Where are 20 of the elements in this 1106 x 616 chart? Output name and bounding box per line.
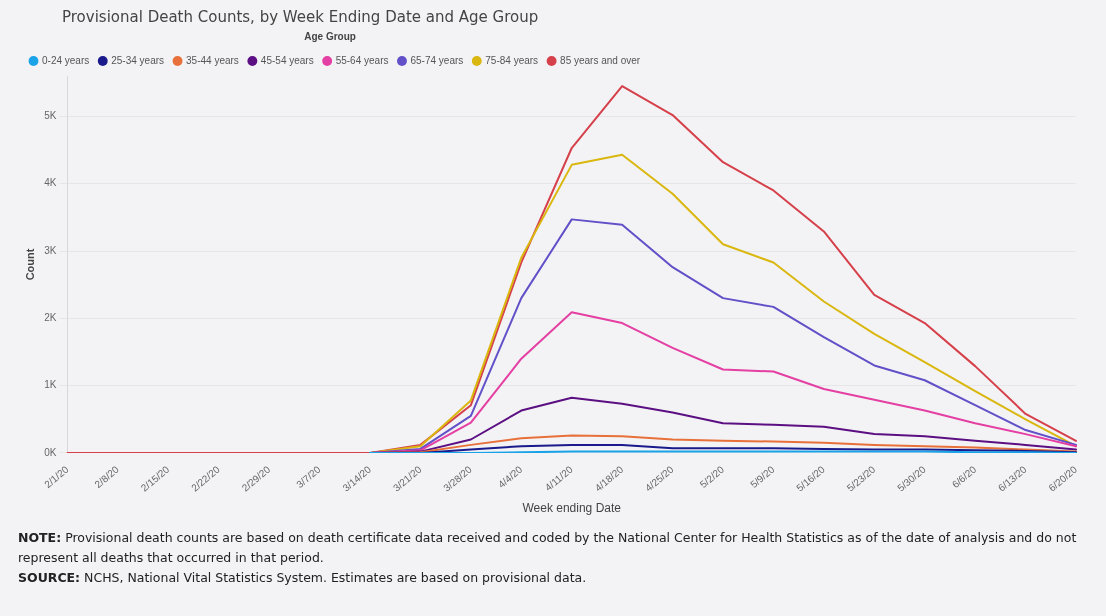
y-axis-title: Count <box>23 248 36 281</box>
x-axis-title: Week ending Date <box>522 501 622 516</box>
y-tick-label: 2K <box>44 312 57 324</box>
legend-label: 0-24 years <box>42 54 90 66</box>
source-note: SOURCE: NCHS, National Vital Statistics System. Estimates are based on provisional data. <box>18 569 588 587</box>
text: NOTE: Provisional death counts are based on death certificate data received and coded by the National Center for Health Statistics as of the date of analysis and do not represent all deaths that occurred in that period. <box>18 529 1078 567</box>
legend-label: 25-34 years <box>111 54 165 66</box>
y-tick-label: 4K <box>44 177 57 189</box>
legend-label: 55-64 years <box>335 54 389 66</box>
y-tick-label: 0K <box>44 446 57 458</box>
legend-label: 75-84 years <box>485 54 539 66</box>
y-tick-label: 1K <box>44 379 57 391</box>
y-tick-label: 5K <box>44 110 57 122</box>
legend-label: 65-74 years <box>410 54 464 66</box>
legend-title: Age Group <box>304 30 356 42</box>
y-tick-label: 3K <box>44 244 57 256</box>
legend-label: 85 years and over <box>560 54 641 66</box>
legend-label: 35-44 years <box>186 54 239 66</box>
legend-label: 45-54 years <box>260 54 314 66</box>
chart-title: Provisional Death Counts, by Week Ending Date and Age Group <box>62 8 539 26</box>
